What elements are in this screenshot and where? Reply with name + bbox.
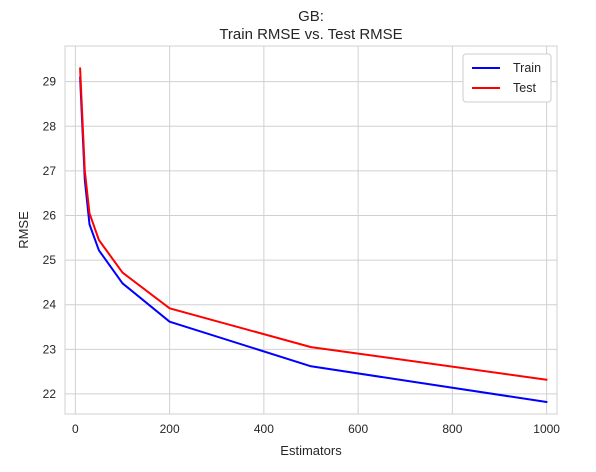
- y-tick-label: 28: [43, 119, 57, 133]
- y-tick-label: 29: [43, 75, 57, 89]
- y-tick-label: 24: [43, 298, 57, 312]
- y-axis-label: RMSE: [16, 211, 31, 249]
- legend-box: [462, 53, 552, 103]
- series-line-test: [79, 67, 548, 381]
- legend-label-test: Test: [513, 81, 536, 95]
- chart-title-line-2: Train RMSE vs. Test RMSE: [219, 26, 402, 43]
- x-tick-label: 600: [348, 422, 368, 436]
- y-tick-label: 25: [43, 253, 57, 267]
- legend: Train Test: [462, 53, 552, 103]
- y-tick-label: 23: [43, 342, 57, 356]
- x-tick-label: 400: [254, 422, 274, 436]
- plot-area-frame: [64, 45, 558, 415]
- chart-title-line-1: GB:: [298, 8, 324, 25]
- x-axis-label: Estimators: [280, 443, 342, 458]
- legend-label-train: Train: [513, 61, 541, 75]
- x-tick-label: 1000: [533, 422, 560, 436]
- series-line-train: [79, 76, 548, 403]
- tick-labels: 0 200 400 600 800 1000 22 23 24 25 26 27 28 29: [43, 75, 561, 436]
- y-tick-label: 27: [43, 164, 57, 178]
- series-lines: [79, 67, 548, 403]
- x-tick-label: 200: [160, 422, 180, 436]
- x-tick-label: 800: [442, 422, 462, 436]
- x-tick-label: 0: [72, 422, 79, 436]
- y-tick-label: 26: [43, 209, 57, 223]
- y-tick-label: 22: [43, 387, 57, 401]
